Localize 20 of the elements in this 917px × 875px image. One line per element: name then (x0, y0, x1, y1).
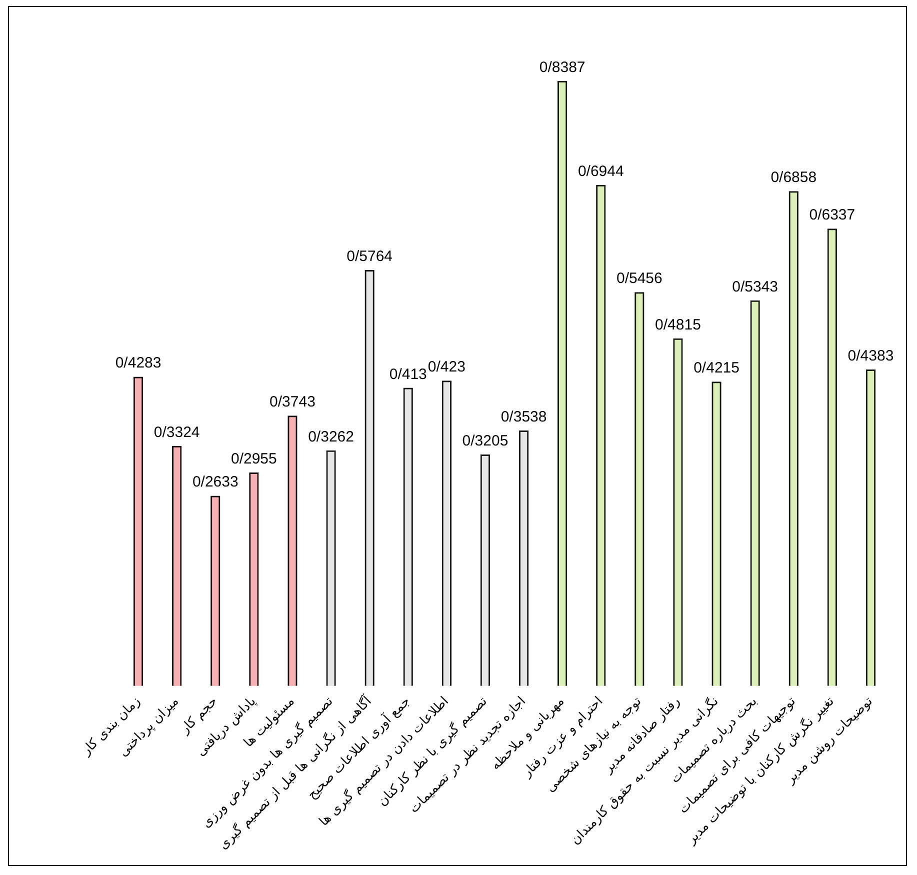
data-label: 0/3262 (308, 428, 354, 446)
data-label: 0/5764 (346, 248, 393, 265)
data-label: 0/6858 (770, 169, 817, 186)
data-label: 0/4283 (115, 354, 162, 372)
data-label: 0/4383 (848, 348, 894, 365)
data-label: 0/2633 (192, 474, 238, 491)
data-label: 0/5456 (616, 270, 662, 288)
data-label: 0/6944 (578, 162, 624, 180)
data-label: 0/3538 (500, 408, 547, 426)
data-label: 0/2955 (230, 450, 277, 468)
data-label: 0/3205 (462, 432, 508, 450)
data-label: 0/4815 (655, 316, 701, 334)
data-label: 0/3743 (270, 394, 316, 411)
data-label: 0/4215 (694, 360, 740, 377)
data-label: 0/423 (428, 358, 466, 376)
data-label: 0/413 (389, 366, 427, 383)
data-label: 0/3324 (154, 424, 200, 441)
data-label: 0/6337 (809, 206, 856, 224)
data-label: 0/5343 (732, 278, 778, 296)
data-label: 0/8387 (539, 58, 586, 76)
